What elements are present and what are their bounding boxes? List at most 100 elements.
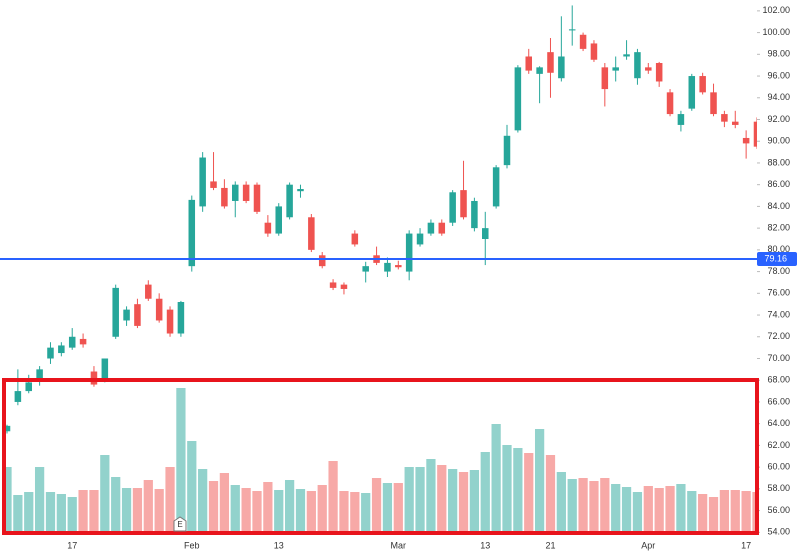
candle-body: [732, 121, 739, 125]
candle-body: [242, 184, 250, 201]
volume-bar: [13, 495, 23, 532]
volume-bar: [45, 492, 56, 532]
candle-body: [308, 217, 315, 250]
volume-bar: [165, 467, 175, 532]
candle-body: [264, 222, 272, 234]
volume-bar: [502, 445, 512, 532]
candle-body: [155, 298, 163, 321]
volume-bar: [78, 490, 88, 532]
volume-bar: [208, 481, 219, 532]
volume-bar: [56, 494, 66, 532]
candle-body: [427, 222, 435, 234]
candle-body: [166, 309, 174, 334]
candle-body: [568, 29, 576, 31]
candle-body: [145, 284, 152, 299]
marker-shape: [173, 516, 187, 532]
candle-body: [438, 222, 446, 234]
y-tick-label: 66.00: [767, 396, 790, 406]
y-tick-label: 62.00: [767, 440, 790, 450]
y-tick-label: 74.00: [767, 309, 790, 319]
y-tick-label: 72.00: [767, 331, 790, 341]
volume-bar: [589, 481, 599, 532]
candle-body: [47, 347, 54, 359]
candle-body: [395, 265, 402, 268]
volume-bar: [632, 492, 643, 532]
candle-body: [677, 114, 685, 125]
candle-body: [362, 266, 369, 272]
volume-bar: [143, 480, 153, 532]
volume-bar: [317, 485, 327, 532]
candle-body: [275, 206, 282, 234]
volume-bar: [100, 455, 110, 532]
candle-body: [699, 76, 706, 93]
volume-bar: [67, 497, 77, 532]
candle-body: [79, 338, 87, 345]
price-label-box: [757, 251, 797, 266]
candle-body: [601, 67, 609, 90]
volume-bar: [513, 448, 523, 532]
y-tick-label: 76.00: [767, 288, 790, 298]
candle-body: [58, 345, 65, 354]
y-tick-label: 84.00: [767, 201, 790, 211]
volume-bar: [187, 441, 197, 532]
candle-body: [286, 184, 293, 218]
volume-bar: [730, 490, 740, 532]
candle-body: [590, 43, 598, 60]
candle-body: [210, 181, 217, 188]
candle-body: [688, 76, 696, 109]
y-tick-label: 96.00: [767, 70, 790, 80]
candle-body: [112, 287, 119, 337]
candle-body: [36, 369, 43, 379]
candle-body: [492, 167, 500, 207]
candle-body: [134, 304, 141, 326]
y-tick-label: 60.00: [767, 462, 790, 472]
candle-body: [536, 67, 543, 74]
y-tick-label: 54.00: [767, 527, 790, 537]
candle-body: [721, 114, 728, 122]
volume-bar: [698, 494, 708, 532]
candle-body: [666, 92, 674, 115]
y-tick-label: 102.00: [762, 5, 790, 15]
volume-bar: [708, 497, 719, 532]
candle-body: [416, 233, 424, 245]
volume-bar: [339, 491, 349, 532]
candle-body: [655, 63, 663, 82]
candle-body: [612, 67, 619, 71]
marker-label: E: [177, 520, 182, 529]
y-tick-label: 94.00: [767, 92, 790, 102]
volume-bar: [295, 489, 306, 532]
volume-bar: [719, 490, 730, 532]
volume-bar: [382, 483, 393, 532]
candle-body: [3, 425, 11, 432]
candle-body: [221, 187, 228, 207]
candle-body: [405, 233, 413, 272]
volume-bar: [415, 467, 425, 532]
volume-bar: [741, 491, 751, 532]
candle-body: [514, 67, 522, 131]
volume-bar: [665, 486, 675, 532]
candle-body: [253, 184, 261, 212]
volume-bar: [491, 424, 501, 532]
plot: [0, 5, 762, 532]
x-tick-label: 13: [480, 540, 490, 550]
y-tick-label: 88.00: [767, 157, 790, 167]
candle-body: [101, 358, 109, 381]
volume-bar: [524, 453, 534, 532]
y-tick-label: 80.00: [767, 244, 790, 254]
candle-body: [449, 192, 456, 223]
y-tick-label: 86.00: [767, 179, 790, 189]
candle-body: [525, 56, 532, 71]
volume-bar: [241, 488, 251, 532]
y-tick-label: 90.00: [767, 136, 790, 146]
candle-body: [232, 184, 239, 201]
volume-bar: [121, 488, 132, 532]
y-tick-label: 64.00: [767, 418, 790, 428]
candle-body: [558, 56, 565, 79]
candle-body: [634, 52, 641, 79]
earnings-marker: E: [173, 516, 187, 532]
y-tick-label: 98.00: [767, 49, 790, 59]
volume-bar: [458, 472, 469, 532]
volume-bar: [306, 491, 316, 532]
candle-body: [471, 200, 478, 229]
